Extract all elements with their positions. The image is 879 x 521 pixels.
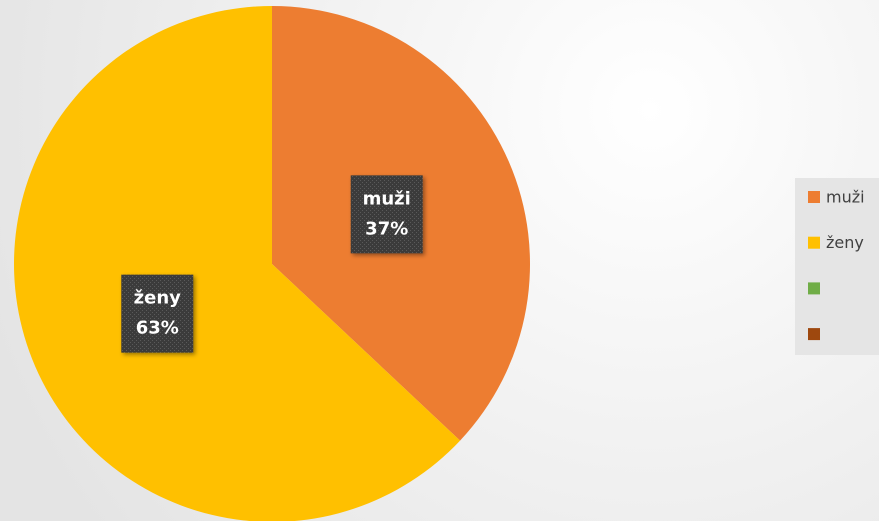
legend-label: muži (826, 188, 865, 207)
data-label-box (350, 175, 423, 254)
data-label-box (121, 274, 194, 353)
legend-swatch (808, 328, 820, 341)
data-label-category: ženy (134, 288, 181, 309)
data-label-value: 37% (365, 218, 408, 239)
data-label: muži 37% (350, 175, 423, 254)
legend-label: ženy (826, 233, 864, 252)
data-label: ženy 63% (121, 274, 194, 353)
legend-box (795, 178, 879, 355)
pie-slice (14, 6, 461, 521)
legend-swatch (808, 282, 820, 295)
data-label-category: muži (363, 188, 411, 209)
legend-swatch (808, 191, 820, 203)
legend-swatch (808, 236, 820, 249)
data-label-value: 63% (136, 318, 179, 339)
